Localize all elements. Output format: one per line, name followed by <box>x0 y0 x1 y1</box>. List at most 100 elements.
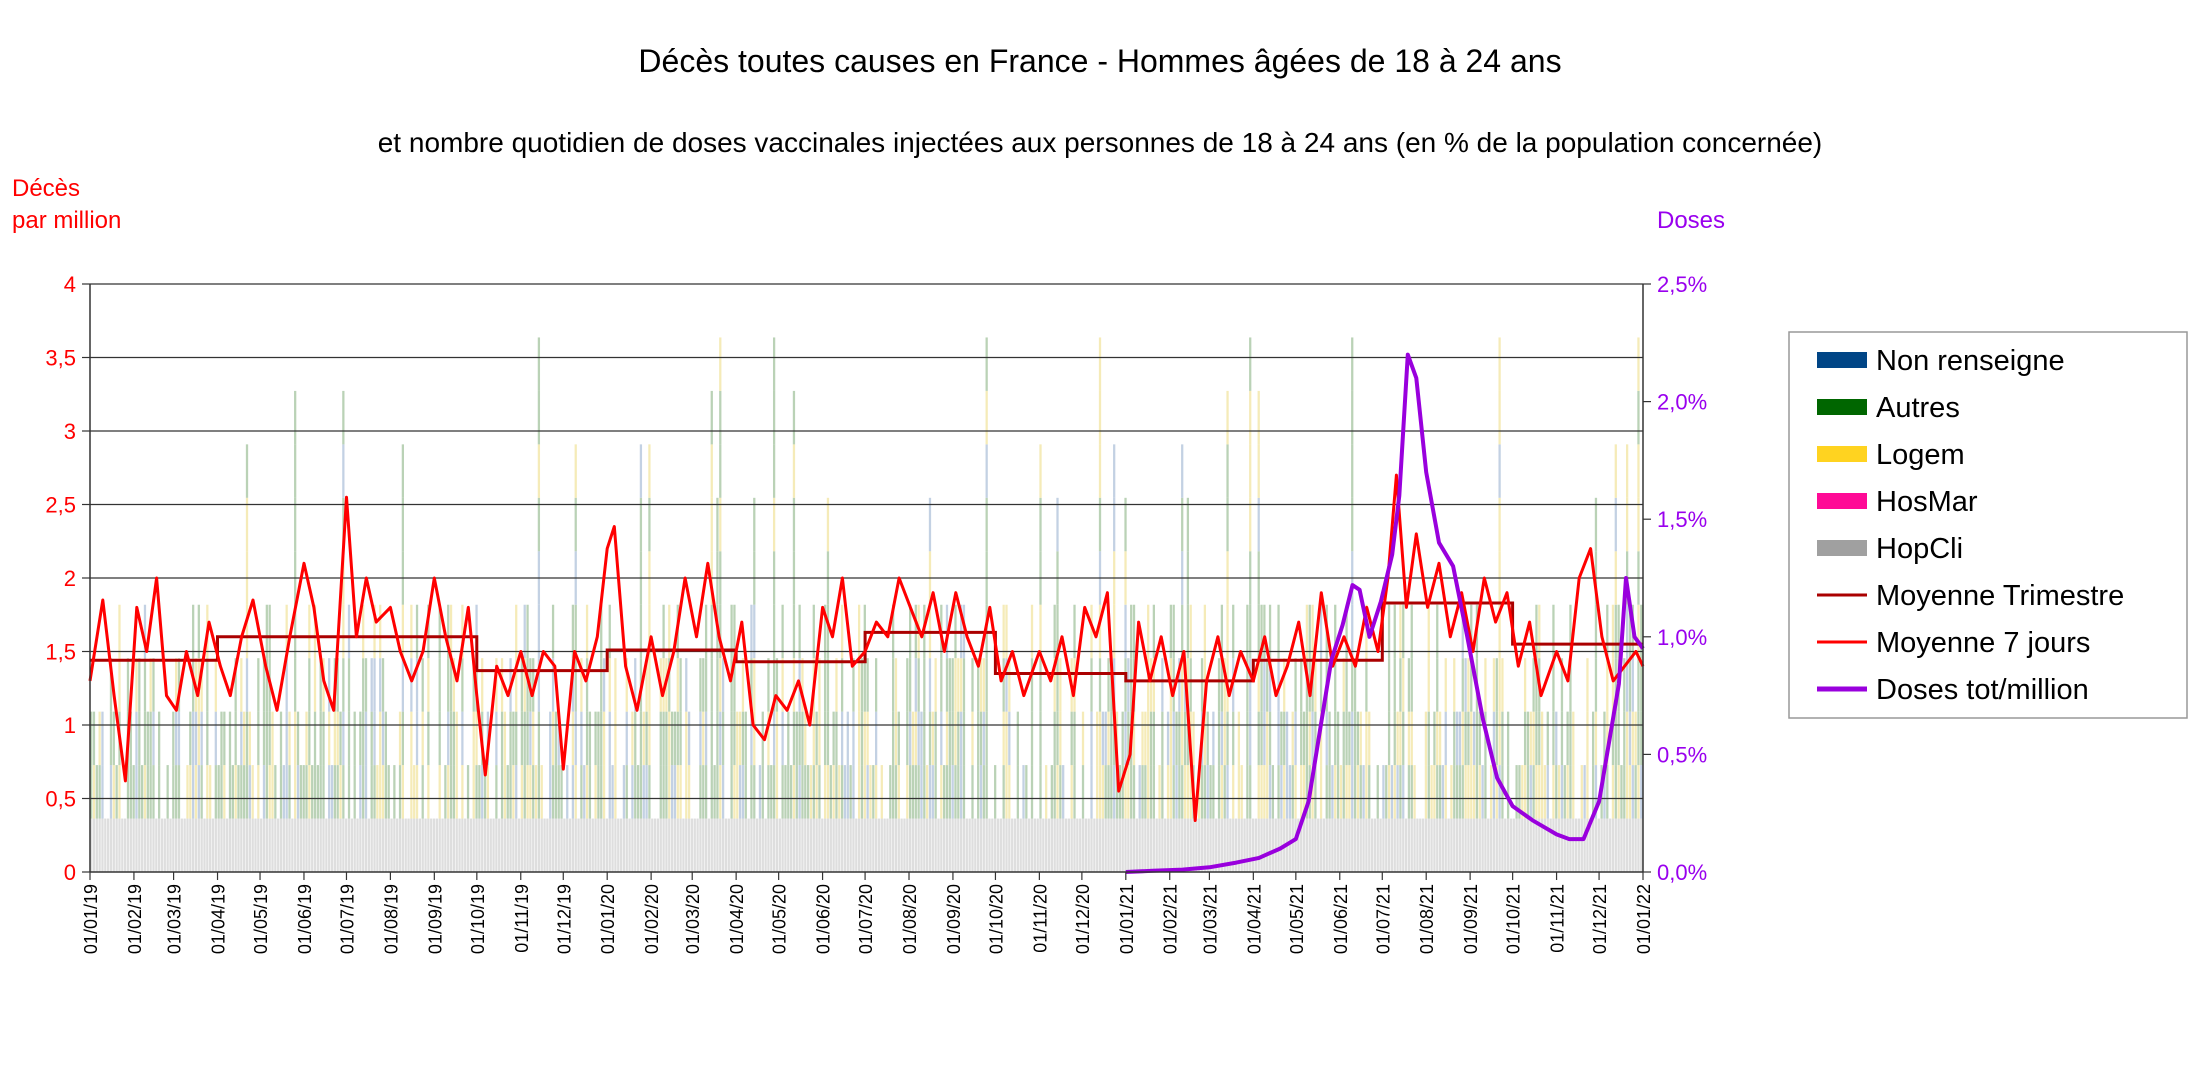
daily-bar-segment <box>277 818 280 872</box>
daily-bar-segment <box>665 765 668 819</box>
daily-bar-segment <box>840 711 844 766</box>
daily-bar-segment <box>537 658 541 712</box>
daily-bar-segment <box>1461 711 1464 766</box>
daily-bar-segment <box>1260 765 1263 819</box>
daily-bar-segment <box>937 818 940 872</box>
daily-bar-segment <box>753 765 756 819</box>
daily-bar-segment <box>1396 711 1399 766</box>
daily-bars-layer <box>90 337 1643 872</box>
daily-bar-segment <box>1124 765 1127 819</box>
daily-bar-segment <box>455 765 458 819</box>
daily-bar-segment <box>988 818 991 872</box>
daily-bar-segment <box>98 765 101 819</box>
daily-bar-segment <box>1172 658 1175 712</box>
daily-bar-segment <box>1399 658 1402 712</box>
daily-bar-segment <box>699 818 702 872</box>
daily-bar-segment <box>1538 818 1541 872</box>
daily-bar-segment <box>1467 818 1470 872</box>
daily-bar-segment <box>1263 818 1266 872</box>
daily-bar-segment <box>1232 765 1235 819</box>
daily-bar-segment <box>858 604 861 659</box>
x-tick-label: 01/08/21 <box>1417 884 1437 954</box>
daily-bar-segment <box>226 818 229 872</box>
daily-bar-segment <box>449 658 453 712</box>
daily-bar-segment <box>614 711 617 766</box>
daily-bar-segment <box>438 711 441 766</box>
daily-bar-segment <box>160 818 164 872</box>
daily-bar-segment <box>353 818 356 872</box>
daily-bar-segment <box>846 818 849 872</box>
daily-bar-segment <box>101 765 104 819</box>
daily-bar-segment <box>1291 818 1294 872</box>
daily-bar-segment <box>1566 765 1569 819</box>
daily-bar-segment <box>1098 604 1102 659</box>
daily-bar-segment <box>1626 444 1629 498</box>
left-tick-label: 0 <box>64 860 76 885</box>
daily-bar-segment <box>1470 818 1473 872</box>
daily-bar-segment <box>240 818 243 872</box>
daily-bar-segment <box>1498 604 1501 659</box>
daily-bar-segment <box>1458 818 1462 872</box>
daily-bar-segment <box>438 765 441 819</box>
daily-bar-segment <box>472 765 475 819</box>
daily-bar-segment <box>1410 658 1413 712</box>
daily-bar-segment <box>639 765 643 819</box>
daily-bar-segment <box>257 765 260 819</box>
daily-bar-segment <box>1441 765 1445 819</box>
daily-bar-segment <box>1090 711 1093 766</box>
daily-bar-segment <box>180 818 183 872</box>
daily-bar-segment <box>1081 818 1085 872</box>
daily-bar-segment <box>90 765 93 819</box>
daily-bar-segment <box>1266 818 1269 872</box>
daily-bar-segment <box>736 818 739 872</box>
daily-bar-segment <box>330 818 334 872</box>
daily-bar-segment <box>347 604 351 659</box>
daily-bar-segment <box>251 765 254 819</box>
daily-bar-segment <box>1509 818 1513 872</box>
daily-bar-segment <box>1263 604 1266 659</box>
daily-bar-segment <box>1090 658 1093 712</box>
daily-bar-segment <box>509 765 512 819</box>
daily-bar-segment <box>410 604 413 659</box>
daily-bar-segment <box>585 765 589 819</box>
daily-bar-segment <box>611 765 614 819</box>
daily-bar-segment <box>710 604 713 659</box>
daily-bar-segment <box>107 818 110 872</box>
daily-bar-segment <box>1331 765 1334 819</box>
daily-bar-segment <box>1319 818 1323 872</box>
daily-bar-segment <box>909 711 912 766</box>
daily-bar-segment <box>458 818 461 872</box>
daily-bar-segment <box>1464 658 1467 712</box>
daily-bar-segment <box>574 818 577 872</box>
daily-bar-segment <box>461 604 464 659</box>
daily-bar-segment <box>880 765 883 819</box>
daily-bar-segment <box>1283 765 1286 819</box>
daily-bar-segment <box>1181 444 1184 498</box>
daily-bar-segment <box>444 765 447 819</box>
daily-bar-segment <box>1342 818 1345 872</box>
daily-bar-segment <box>401 711 404 766</box>
daily-bar-segment <box>1212 711 1215 766</box>
daily-bar-segment <box>537 818 541 872</box>
daily-bar-segment <box>926 818 929 872</box>
daily-bar-segment <box>1436 818 1439 872</box>
daily-bar-segment <box>294 658 297 712</box>
daily-bar-segment <box>294 765 297 819</box>
daily-bar-segment <box>639 497 643 552</box>
x-tick-label: 01/11/19 <box>512 884 532 953</box>
daily-bar-segment <box>557 818 560 872</box>
daily-bar-segment <box>1237 711 1241 766</box>
daily-bar-segment <box>1472 765 1476 819</box>
daily-bar-segment <box>792 390 796 445</box>
daily-bar-segment <box>149 658 152 712</box>
left-tick-label: 1 <box>64 713 76 738</box>
daily-bar-segment <box>319 658 322 712</box>
daily-bar-segment <box>954 765 957 819</box>
daily-bar-segment <box>676 658 679 712</box>
daily-bar-segment <box>1305 818 1309 872</box>
daily-bar-segment <box>928 658 932 712</box>
daily-bar-segment <box>1566 818 1569 872</box>
daily-bar-segment <box>1467 765 1470 819</box>
daily-bar-segment <box>792 711 796 766</box>
daily-bar-segment <box>1487 818 1490 872</box>
